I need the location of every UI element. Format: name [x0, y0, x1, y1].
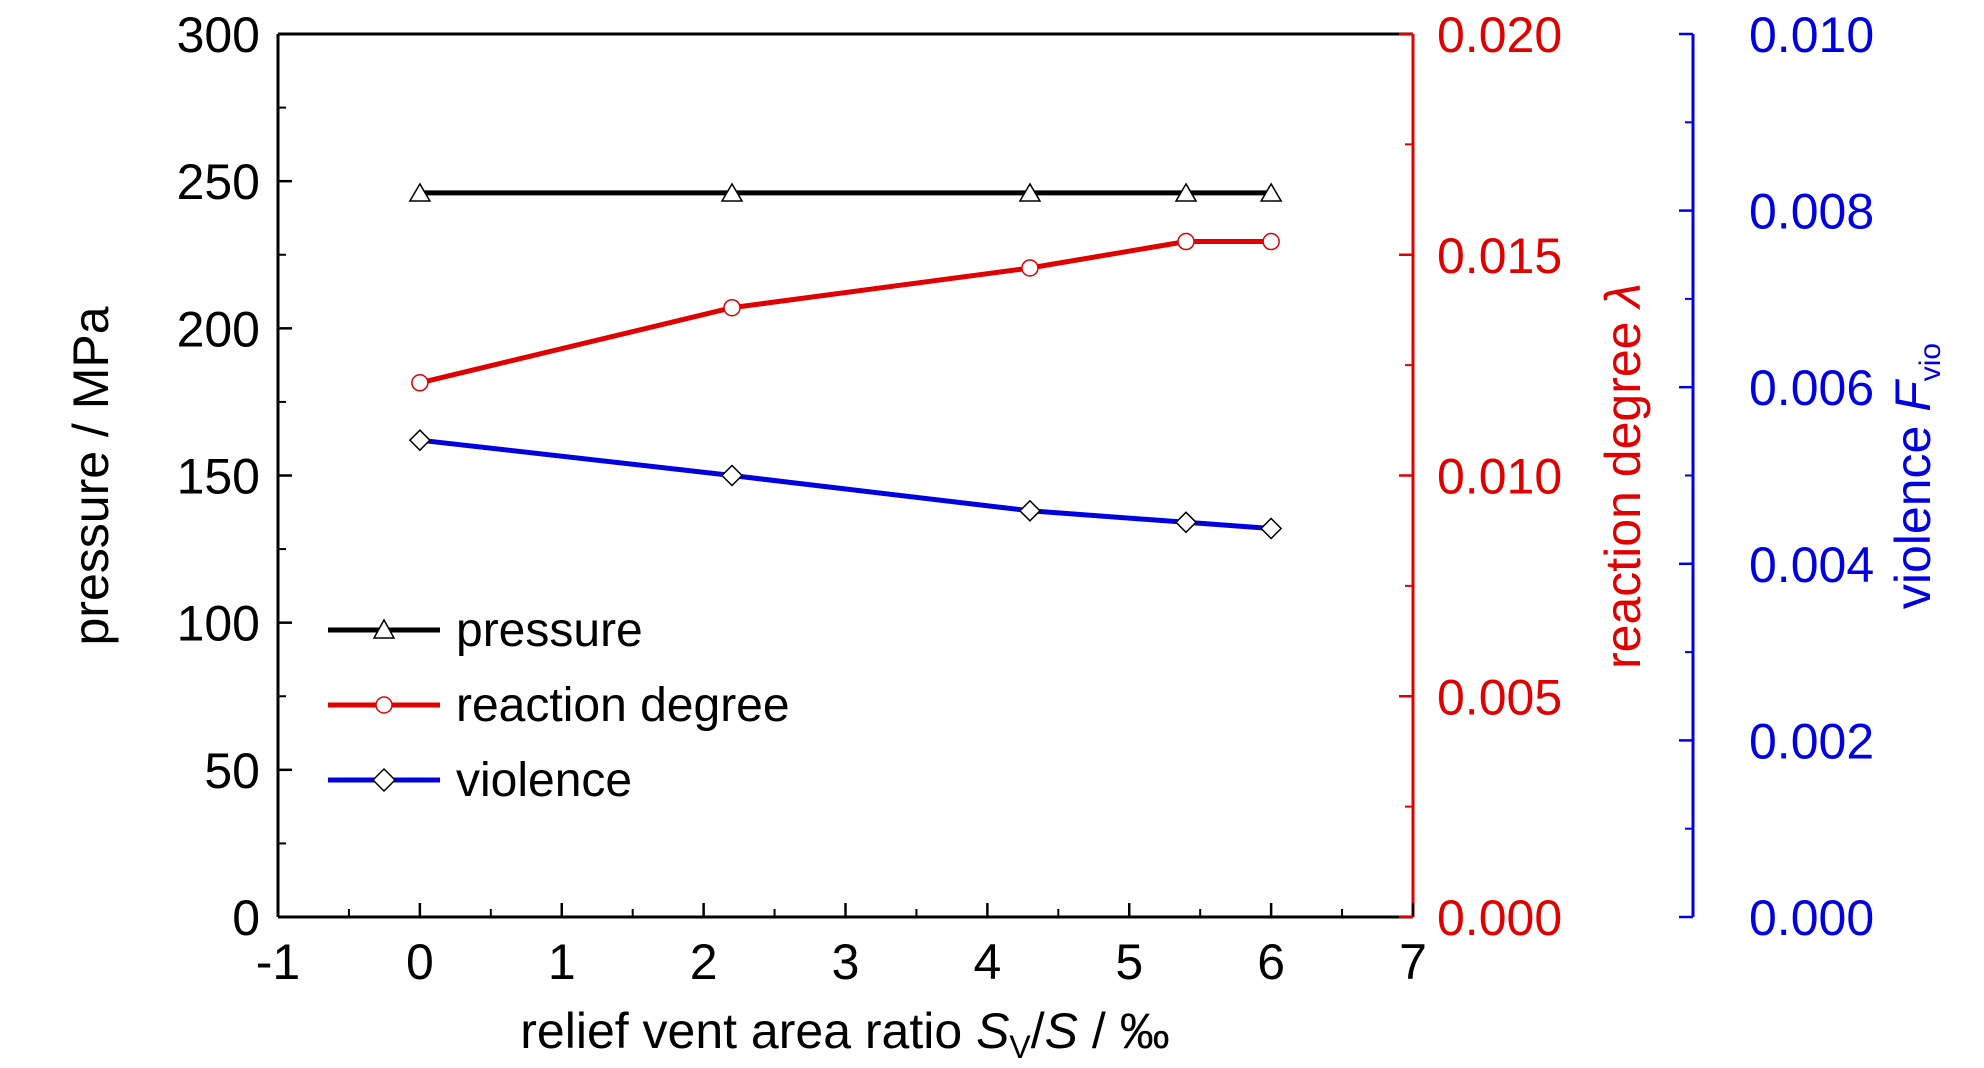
data-point-pressure [720, 182, 744, 202]
x-tick-label: 1 [548, 934, 576, 990]
data-point-reaction-degree [1262, 232, 1280, 251]
data-point-pressure [1174, 182, 1198, 202]
x-tick-label: 7 [1399, 934, 1427, 990]
data-point-reaction-degree [1021, 259, 1039, 277]
x-tick-label: 5 [1115, 934, 1143, 990]
right2-y-axis-title-symbol: F [1885, 379, 1941, 412]
left-y-tick-label: 300 [177, 7, 260, 63]
ticks-layer: -1 0 1 2 3 4 5 6 70501001502002503000.0000.0050.… [177, 7, 1875, 990]
legend-marker-reaction-degree [375, 696, 393, 714]
right1-y-axis-title-prefix: reaction degree [1595, 308, 1651, 669]
right1-y-axis-title-symbol: λ [1595, 283, 1651, 311]
x-tick-label: 3 [832, 934, 860, 990]
legend-label-violence: violence [456, 754, 632, 807]
right1-y-tick-label: 0.010 [1437, 449, 1562, 505]
right2-y-tick-label: 0.002 [1749, 713, 1874, 769]
x-tick-label: 2 [690, 934, 718, 990]
legend-marker-pressure [372, 618, 396, 639]
legend-marker-violence [371, 767, 397, 793]
right1-y-tick-label: 0.015 [1437, 228, 1562, 284]
left-y-tick-label: 250 [177, 154, 260, 210]
data-point-violence [720, 464, 744, 487]
left-y-tick-label: 150 [177, 449, 260, 505]
left-y-tick-label: 100 [177, 596, 260, 652]
x-axis-title: relief vent area ratio SV/S / ‰ [520, 1003, 1169, 1063]
x-axis-title-symbol-2: S [1045, 1003, 1078, 1059]
left-y-tick-label: 200 [177, 301, 260, 357]
right2-y-tick-label: 0.008 [1749, 184, 1874, 240]
left-y-tick-label: 0 [232, 890, 260, 946]
right2-y-tick-label: 0.004 [1749, 537, 1874, 593]
x-axis-title-prefix: relief vent area ratio [520, 1003, 976, 1059]
data-point-reaction-degree [1177, 232, 1195, 251]
x-axis-title-symbol-1: S [976, 1003, 1009, 1059]
legend: pressure reaction degree violence [328, 604, 790, 807]
x-axis-title-subscript: V [1009, 1029, 1031, 1063]
left-y-axis-title: pressure / MPa [63, 306, 119, 645]
x-tick-label: 0 [406, 934, 434, 990]
data-point-pressure [1018, 182, 1042, 202]
x-tick-label: 4 [973, 934, 1001, 990]
data-point-reaction-degree [723, 298, 741, 317]
right2-y-tick-label: 0.006 [1749, 360, 1874, 416]
right2-y-axis-title-subscript: vio [1914, 343, 1947, 381]
legend-label-pressure: pressure [456, 604, 643, 657]
data-point-violence [1174, 511, 1198, 534]
x-axis-title-suffix: / ‰ [1078, 1003, 1170, 1059]
left-y-tick-label: 50 [204, 743, 260, 799]
x-tick-label: -1 [256, 934, 300, 990]
x-axis-title-slash: / [1031, 1003, 1045, 1059]
right2-y-axis-title-prefix: violence [1885, 412, 1941, 609]
right2-y-tick-label: 0.010 [1749, 7, 1874, 63]
right1-y-tick-label: 0.005 [1437, 669, 1562, 725]
right1-y-tick-label: 0.000 [1437, 890, 1562, 946]
legend-item-violence: violence [328, 754, 632, 807]
legend-item-pressure: pressure [328, 604, 643, 657]
data-point-pressure [408, 182, 432, 202]
data-point-violence [1260, 517, 1283, 540]
data-point-pressure [1259, 182, 1283, 202]
data-point-violence [1018, 499, 1041, 522]
data-point-violence [408, 429, 431, 452]
series-line-reaction-degree [419, 239, 1272, 386]
legend-label-reaction-degree: reaction degree [456, 679, 790, 732]
legend-item-reaction-degree: reaction degree [328, 679, 790, 732]
right2-y-tick-label: 0.000 [1749, 890, 1874, 946]
right1-y-axis-title: reaction degree λ [1595, 283, 1651, 669]
right2-y-axis-title: violence Fvio [1885, 343, 1947, 609]
x-tick-label: 6 [1257, 934, 1285, 990]
series-line-violence [419, 437, 1272, 531]
data-point-reaction-degree [411, 374, 429, 392]
series-layer [408, 182, 1283, 540]
right1-y-tick-label: 0.020 [1437, 7, 1562, 63]
